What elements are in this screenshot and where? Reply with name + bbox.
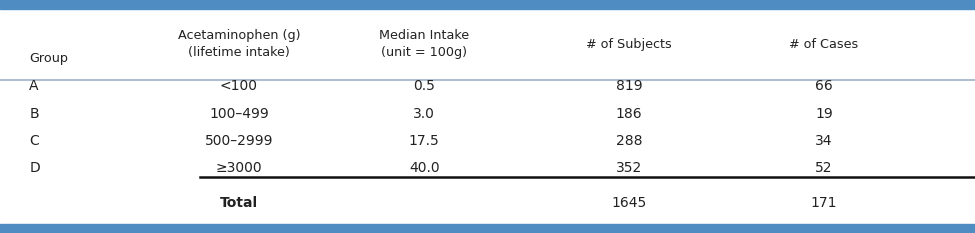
Text: 3.0: 3.0 bbox=[413, 107, 435, 121]
Text: D: D bbox=[29, 161, 40, 175]
Bar bbox=[0, 0, 975, 9]
Text: 819: 819 bbox=[615, 79, 643, 93]
Text: 171: 171 bbox=[810, 196, 838, 210]
Text: Group: Group bbox=[29, 52, 68, 65]
Text: 66: 66 bbox=[815, 79, 833, 93]
Text: ≥3000: ≥3000 bbox=[215, 161, 262, 175]
Text: 500–2999: 500–2999 bbox=[205, 134, 273, 148]
Text: <100: <100 bbox=[220, 79, 257, 93]
Text: B: B bbox=[29, 107, 39, 121]
Bar bbox=[0, 224, 975, 233]
Text: 52: 52 bbox=[815, 161, 833, 175]
Text: 0.5: 0.5 bbox=[413, 79, 435, 93]
Text: Total: Total bbox=[219, 196, 258, 210]
Text: A: A bbox=[29, 79, 39, 93]
Text: 17.5: 17.5 bbox=[409, 134, 440, 148]
Text: 352: 352 bbox=[616, 161, 642, 175]
Text: Acetaminophen (g)
(lifetime intake): Acetaminophen (g) (lifetime intake) bbox=[177, 29, 300, 59]
Text: 19: 19 bbox=[815, 107, 833, 121]
Text: # of Cases: # of Cases bbox=[789, 38, 859, 51]
Text: # of Subjects: # of Subjects bbox=[586, 38, 672, 51]
Text: 100–499: 100–499 bbox=[209, 107, 269, 121]
Text: 1645: 1645 bbox=[611, 196, 646, 210]
Text: 40.0: 40.0 bbox=[409, 161, 440, 175]
Text: 186: 186 bbox=[615, 107, 643, 121]
Text: 288: 288 bbox=[615, 134, 643, 148]
Text: Median Intake
(unit = 100g): Median Intake (unit = 100g) bbox=[379, 29, 469, 59]
Text: 34: 34 bbox=[815, 134, 833, 148]
Text: C: C bbox=[29, 134, 39, 148]
